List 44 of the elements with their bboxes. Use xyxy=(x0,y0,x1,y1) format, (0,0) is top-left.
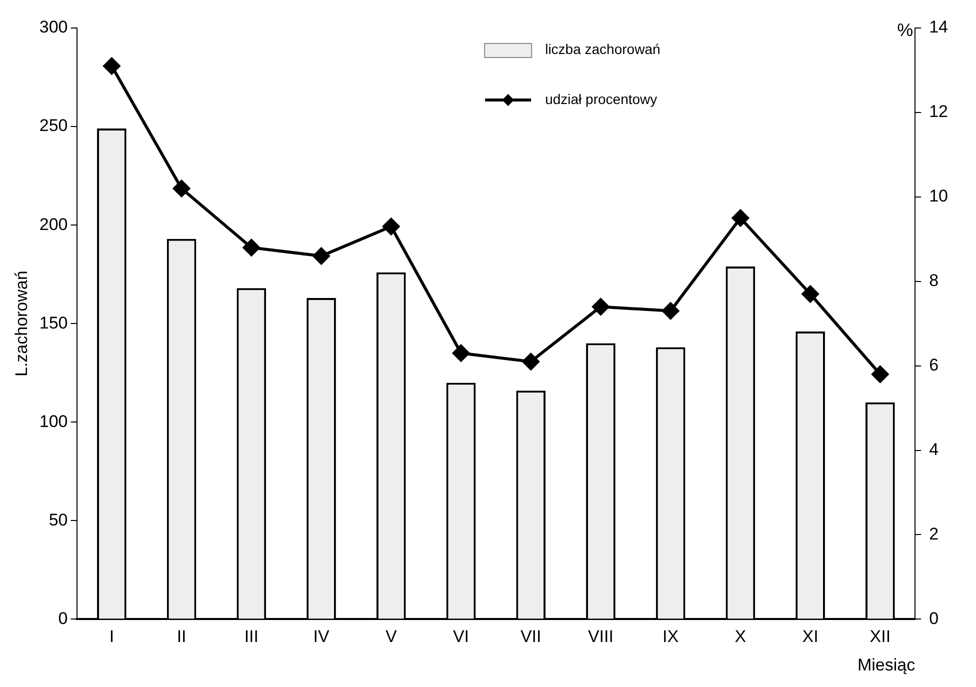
x-tick-label: IX xyxy=(662,627,679,646)
x-tick-label: II xyxy=(176,627,186,646)
legend-label: liczba zachorowań xyxy=(545,40,660,57)
y2-tick-label: 2 xyxy=(929,524,939,544)
y2-tick-label: 6 xyxy=(929,356,939,375)
point xyxy=(103,58,120,75)
point xyxy=(872,366,889,383)
y-tick-label: 300 xyxy=(39,18,68,37)
x-tick-label: IV xyxy=(313,627,330,646)
x-tick-label: XII xyxy=(870,627,891,646)
x-tick-label: X xyxy=(734,627,746,646)
point xyxy=(452,344,470,362)
legend-label: udział procentowy xyxy=(545,90,658,107)
y2-tick-label: 8 xyxy=(929,271,939,290)
point xyxy=(592,298,610,316)
y-tick-label: 50 xyxy=(48,510,68,530)
y-tick-label: 200 xyxy=(39,214,68,234)
y2-axis-title: % xyxy=(897,20,914,40)
y2-tick-label: 0 xyxy=(929,608,939,628)
point xyxy=(242,239,260,256)
y-tick-label: 0 xyxy=(58,608,68,628)
x-tick-label: V xyxy=(385,627,398,646)
x-axis-title: Miesiąc xyxy=(857,655,916,674)
y-axis-title: L.zachorowań xyxy=(12,270,31,377)
x-tick-label: III xyxy=(244,627,258,646)
point xyxy=(662,302,680,320)
y2-tick-label: 10 xyxy=(929,186,948,206)
y2-tick-label: 14 xyxy=(929,18,948,37)
y-tick-label: 150 xyxy=(39,313,68,332)
x-tick-label: VI xyxy=(452,627,470,646)
y2-tick-label: 4 xyxy=(929,440,939,459)
point xyxy=(522,353,540,370)
x-tick-label: I xyxy=(109,627,114,646)
x-tick-label: XI xyxy=(802,627,818,646)
point xyxy=(312,248,330,265)
y2-tick-label: 12 xyxy=(929,102,948,122)
y-tick-label: 250 xyxy=(39,116,68,136)
point xyxy=(802,286,819,303)
point xyxy=(173,180,190,197)
x-tick-label: VII xyxy=(520,627,542,646)
x-tick-label: VIII xyxy=(588,627,614,646)
point xyxy=(382,218,400,235)
y-tick-label: 100 xyxy=(39,412,68,431)
point xyxy=(732,210,749,227)
